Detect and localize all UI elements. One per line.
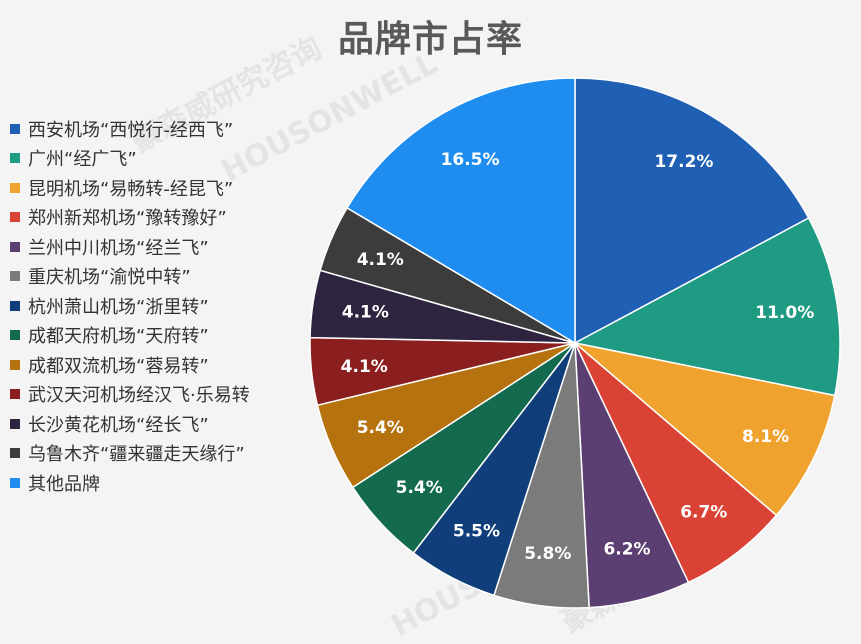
legend-item: 兰州中川机场“经兰飞” [10,232,310,262]
legend-item: 昆明机场“易畅转-经昆飞” [10,173,310,203]
chart-title: 品牌市占率 [337,19,523,60]
legend-label: 重庆机场“渝悦中转” [28,267,191,289]
legend-swatch [10,300,20,311]
legend-label: 成都双流机场“蓉易转” [28,355,209,377]
legend-item: 重庆机场“渝悦中转” [10,262,310,292]
pie-slice [574,77,810,345]
legend-swatch [10,182,20,193]
pie-slice [574,342,778,584]
legend-item: 其他品牌 [10,468,310,498]
legend-label: 长沙黄花机场“经长飞” [28,414,209,436]
legend-item: 成都双流机场“蓉易转” [10,350,310,380]
slice-data-label: 4.1% [342,303,389,323]
slice-data-label: 4.1% [341,357,388,377]
slice-data-label: 8.1% [742,427,789,447]
legend-item: 长沙黄花机场“经长飞” [10,409,310,439]
slice-data-label: 6.2% [603,540,650,560]
legend-label: 成都天府机场“天府转” [28,326,209,348]
pie-slice [572,216,841,397]
legend-label: 武汉天河机场经汉飞·乐易转 [28,385,250,407]
slice-data-label: 17.2% [654,152,713,172]
slice-data-label: 5.8% [524,544,571,564]
slice-data-label: 5.4% [396,478,443,498]
legend-label: 昆明机场“易畅转-经昆飞” [28,178,234,200]
legend-swatch [10,389,20,400]
legend-swatch [10,477,20,488]
legend-swatch [10,123,20,134]
pie-slice [346,77,576,345]
slice-data-label: 6.7% [680,502,727,522]
pie-slice [572,341,836,517]
legend-swatch [10,153,20,164]
slice-data-label: 4.1% [357,250,404,270]
legend-item: 西安机场“西悦行-经西飞” [10,114,310,144]
legend-item: 郑州新郑机场“豫转豫好” [10,203,310,233]
legend-label: 兰州中川机场“经兰飞” [28,237,209,259]
slice-data-label: 5.5% [453,522,500,542]
legend-label: 西安机场“西悦行-经西飞” [28,119,234,141]
legend-label: 郑州新郑机场“豫转豫好” [28,208,227,230]
slice-data-label: 16.5% [441,150,500,170]
legend-label: 杭州萧山机场“浙里转” [28,296,209,318]
legend-item: 成都天府机场“天府转” [10,321,310,351]
legend-item: 乌鲁木齐“疆来疆走天缘行” [10,439,310,469]
legend-swatch [10,418,20,429]
legend: 西安机场“西悦行-经西飞” 广州“经广飞” 昆明机场“易畅转-经昆飞” 郑州新郑机场“… [10,114,310,498]
chart: 品牌市占率 豪森威研究咨询 HOUSONWELL 豪森威研究咨询 HOUSONW… [10,19,841,644]
legend-swatch [10,241,20,252]
legend-swatch [10,271,20,282]
slice-data-label: 11.0% [755,303,814,323]
legend-item: 武汉天河机场经汉飞·乐易转 [10,380,310,410]
legend-swatch [10,448,20,459]
legend-item: 杭州萧山机场“浙里转” [10,291,310,321]
legend-swatch [10,359,20,370]
legend-label: 广州“经广飞” [28,149,137,171]
pie-chart: 17.2% 11.0% 8.1% 6.7% 6.2% 5.8% 5.5% 5.4% 5.4% 4.… [309,77,841,609]
legend-swatch [10,330,20,341]
slice-data-label: 5.4% [357,418,404,438]
legend-label: 其他品牌 [28,473,100,495]
legend-swatch [10,212,20,223]
legend-label: 乌鲁木齐“疆来疆走天缘行” [28,444,245,466]
legend-item: 广州“经广飞” [10,144,310,174]
